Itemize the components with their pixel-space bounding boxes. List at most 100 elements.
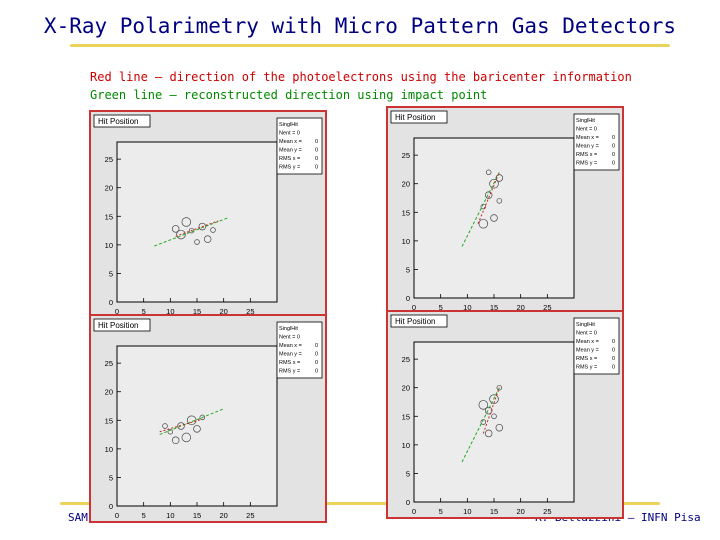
footer-left-text: SAM <box>68 511 88 524</box>
y-tick-label: 20 <box>105 184 113 193</box>
hist-title: Hit Position <box>98 117 138 126</box>
stats-label: RMS x = <box>279 360 300 366</box>
green-direction-line <box>154 216 230 247</box>
x-tick-label: 0 <box>412 507 416 516</box>
x-tick-label: 25 <box>543 507 551 516</box>
y-tick-label: 5 <box>109 269 113 278</box>
stats-value: 0 <box>612 348 615 354</box>
hit-pixel <box>199 414 206 421</box>
hist-plot-top-left: Hit Position SinglHit Nent = 0 Mean x = 0 Mea… <box>93 114 323 316</box>
y-tick-label: 10 <box>105 241 113 250</box>
hist-panel-bottom-right: Hit Position SinglHit Nent = 0 Mean x = 0 Mea… <box>386 310 624 519</box>
red-direction-line <box>175 220 219 237</box>
y-tick-label: 15 <box>105 212 113 221</box>
stats-label: RMS x = <box>279 156 300 162</box>
stats-label: Mean x = <box>279 139 302 145</box>
green-direction-line <box>461 172 500 247</box>
hit-pixel <box>167 428 174 435</box>
slide-title: X-Ray Polarimetry with Micro Pattern Gas… <box>43 14 677 38</box>
stats-value: 0 <box>315 165 318 171</box>
stats-value: 0 <box>612 144 615 150</box>
hist-panel-top-right: Hit Position SinglHit Nent = 0 Mean x = 0 Mea… <box>386 106 624 315</box>
y-tick-label: 0 <box>109 298 113 307</box>
stats-label: Mean y = <box>576 144 599 150</box>
hist-plot-top-right: Hit Position SinglHit Nent = 0 Mean x = 0 Mea… <box>390 110 620 312</box>
stats-label: RMS y = <box>576 161 597 167</box>
x-tick-label: 20 <box>219 511 227 520</box>
x-tick-label: 10 <box>463 303 471 312</box>
y-tick-label: 25 <box>105 155 113 164</box>
x-tick-label: 15 <box>490 507 498 516</box>
y-tick-label: 25 <box>402 355 410 364</box>
hit-pixel <box>484 406 493 415</box>
stats-label: Mean y = <box>279 352 302 358</box>
stats-value: 0 <box>315 352 318 358</box>
plot-area <box>413 137 575 299</box>
caption-green-line: Green line – reconstructed direction usi… <box>90 88 488 102</box>
hist-title-box <box>390 110 448 124</box>
hit-pixel <box>478 218 489 229</box>
hit-pixel <box>194 239 200 245</box>
hit-pixel <box>478 400 489 410</box>
stats-label: RMS y = <box>279 369 300 375</box>
stats-value: 0 <box>315 139 318 145</box>
x-tick-label: 20 <box>516 507 524 516</box>
y-tick-label: 0 <box>406 498 410 507</box>
hit-pixel <box>176 229 186 240</box>
plot-area <box>116 345 278 507</box>
hit-pixel <box>171 225 180 233</box>
stats-label: Mean x = <box>576 339 599 345</box>
y-tick-label: 5 <box>109 473 113 482</box>
y-tick-label: 0 <box>109 502 113 511</box>
y-tick-label: 5 <box>406 265 410 274</box>
x-tick-label: 0 <box>115 511 119 520</box>
x-tick-label: 25 <box>543 303 551 312</box>
hit-pixel <box>162 423 168 429</box>
x-tick-label: 25 <box>246 511 254 520</box>
stats-label: Nent = 0 <box>576 127 597 133</box>
hit-pixel <box>193 425 201 433</box>
x-tick-label: 0 <box>412 303 416 312</box>
stats-label: SinglHit <box>576 118 595 124</box>
x-tick-label: 20 <box>516 303 524 312</box>
stats-label: Mean y = <box>576 348 599 354</box>
stats-label: RMS y = <box>279 165 300 171</box>
hit-pixel <box>489 394 499 404</box>
stats-label: Mean y = <box>279 148 302 154</box>
hist-title: Hit Position <box>395 113 435 122</box>
x-tick-label: 10 <box>463 507 471 516</box>
stats-value: 0 <box>612 152 615 158</box>
stats-box <box>573 317 620 375</box>
hit-pixel <box>171 436 180 445</box>
hist-title-box <box>93 114 151 128</box>
y-tick-label: 10 <box>402 237 410 246</box>
hist-panel-top-left: Hit Position SinglHit Nent = 0 Mean x = 0 Mea… <box>89 110 327 319</box>
x-tick-label: 5 <box>439 507 443 516</box>
red-direction-line <box>159 418 203 433</box>
hit-pixel <box>203 235 212 243</box>
hit-pixel <box>495 423 504 432</box>
x-tick-label: 5 <box>439 303 443 312</box>
stats-value: 0 <box>612 135 615 141</box>
x-tick-label: 0 <box>115 307 119 316</box>
green-direction-line <box>461 387 500 463</box>
hit-pixel <box>496 384 503 391</box>
y-tick-label: 15 <box>105 416 113 425</box>
y-tick-label: 15 <box>402 412 410 421</box>
y-tick-label: 25 <box>105 359 113 368</box>
hit-pixel <box>490 214 498 222</box>
x-tick-label: 10 <box>166 511 174 520</box>
stats-label: RMS y = <box>576 365 597 371</box>
stats-box <box>276 321 323 379</box>
footer-underline <box>60 502 660 505</box>
title-underline <box>70 44 670 47</box>
hit-pixel <box>177 422 185 430</box>
hist-plot-bottom-right: Hit Position SinglHit Nent = 0 Mean x = 0 Mea… <box>390 314 620 516</box>
plot-area <box>413 341 575 503</box>
y-tick-label: 5 <box>406 469 410 478</box>
y-tick-label: 20 <box>105 388 113 397</box>
x-tick-label: 15 <box>490 303 498 312</box>
stats-label: RMS x = <box>576 356 597 362</box>
stats-value: 0 <box>315 369 318 375</box>
stats-label: Nent = 0 <box>279 335 300 341</box>
